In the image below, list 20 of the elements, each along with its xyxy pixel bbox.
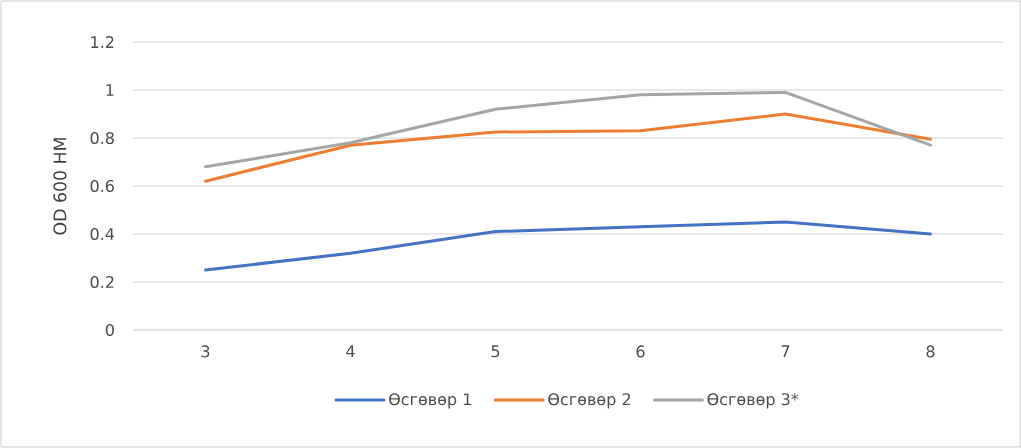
y-axis-title: OD 600 НМ [53, 138, 67, 235]
line-series [204, 220, 932, 272]
y-tick-label: 0 [105, 323, 114, 337]
y-tick-label: 0.8 [90, 131, 114, 145]
x-tick-label: 7 [781, 345, 790, 358]
y-tick-label: 1 [106, 84, 114, 96]
legend-label: Өсгөвөр 2 [548, 393, 630, 409]
legend-label: Өсгөвөр 3* [707, 393, 799, 409]
legend-label: Өсгөвөр 1 [389, 393, 471, 409]
x-tick-label: 4 [346, 345, 355, 358]
x-tick-label: 6 [636, 345, 645, 358]
x-tick-label: 8 [926, 345, 935, 358]
x-tick-label: 5 [491, 345, 500, 358]
y-tick-label: 1.2 [91, 36, 114, 48]
line-series [204, 90, 932, 169]
y-tick-label: 0.6 [90, 179, 114, 193]
y-tick-label: 0.2 [90, 275, 114, 289]
y-tick-label: 0.4 [90, 227, 115, 241]
x-tick-label: 3 [201, 345, 210, 358]
line-series [204, 112, 932, 183]
